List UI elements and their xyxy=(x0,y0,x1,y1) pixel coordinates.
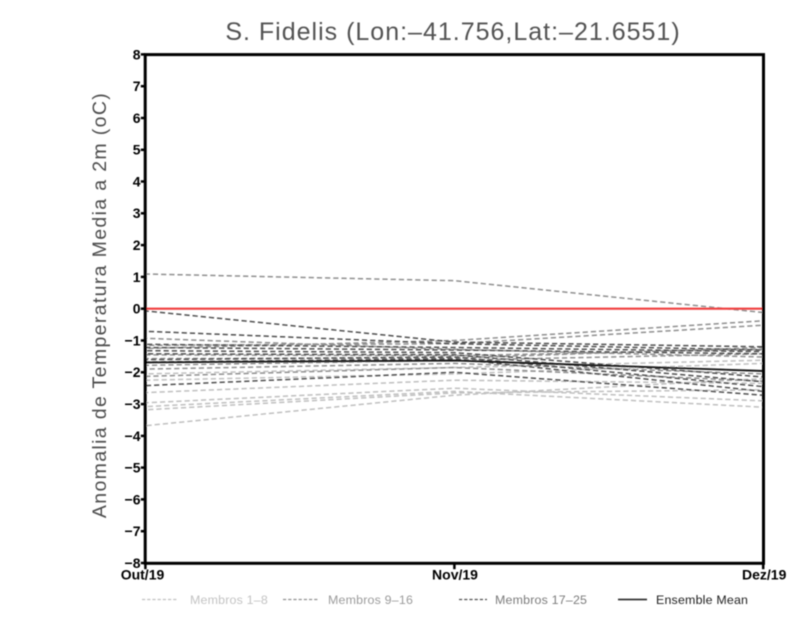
svg-text:6: 6 xyxy=(133,110,141,126)
svg-text:−6: −6 xyxy=(125,491,141,507)
svg-text:Nov/19: Nov/19 xyxy=(432,567,478,583)
svg-text:S. Fidelis (Lon:–41.756,Lat:–2: S. Fidelis (Lon:–41.756,Lat:–21.6551) xyxy=(225,18,680,46)
svg-text:−7: −7 xyxy=(125,523,141,539)
svg-text:Out/19: Out/19 xyxy=(121,567,165,583)
svg-text:4: 4 xyxy=(133,173,141,189)
svg-text:Ensemble Mean: Ensemble Mean xyxy=(656,593,748,607)
svg-text:−2: −2 xyxy=(125,364,141,380)
svg-text:Anomalia de Temperatura Media: Anomalia de Temperatura Media a 2m (oC) xyxy=(89,92,111,518)
svg-text:0: 0 xyxy=(133,301,141,317)
svg-text:8: 8 xyxy=(133,46,141,62)
svg-text:Membros 9–16: Membros 9–16 xyxy=(328,593,413,607)
svg-text:−8: −8 xyxy=(125,555,141,571)
svg-text:Membros 17–25: Membros 17–25 xyxy=(495,593,587,607)
svg-text:3: 3 xyxy=(133,205,141,221)
svg-text:2: 2 xyxy=(133,237,141,253)
svg-text:−4: −4 xyxy=(125,428,141,444)
svg-text:5: 5 xyxy=(133,142,141,158)
svg-text:Dez/19: Dez/19 xyxy=(742,567,787,583)
svg-text:−5: −5 xyxy=(125,460,141,476)
svg-text:−1: −1 xyxy=(125,332,141,348)
svg-text:−3: −3 xyxy=(125,396,141,412)
svg-text:1: 1 xyxy=(133,269,141,285)
svg-text:Membros 1–8: Membros 1–8 xyxy=(190,593,268,607)
svg-text:7: 7 xyxy=(133,78,141,94)
